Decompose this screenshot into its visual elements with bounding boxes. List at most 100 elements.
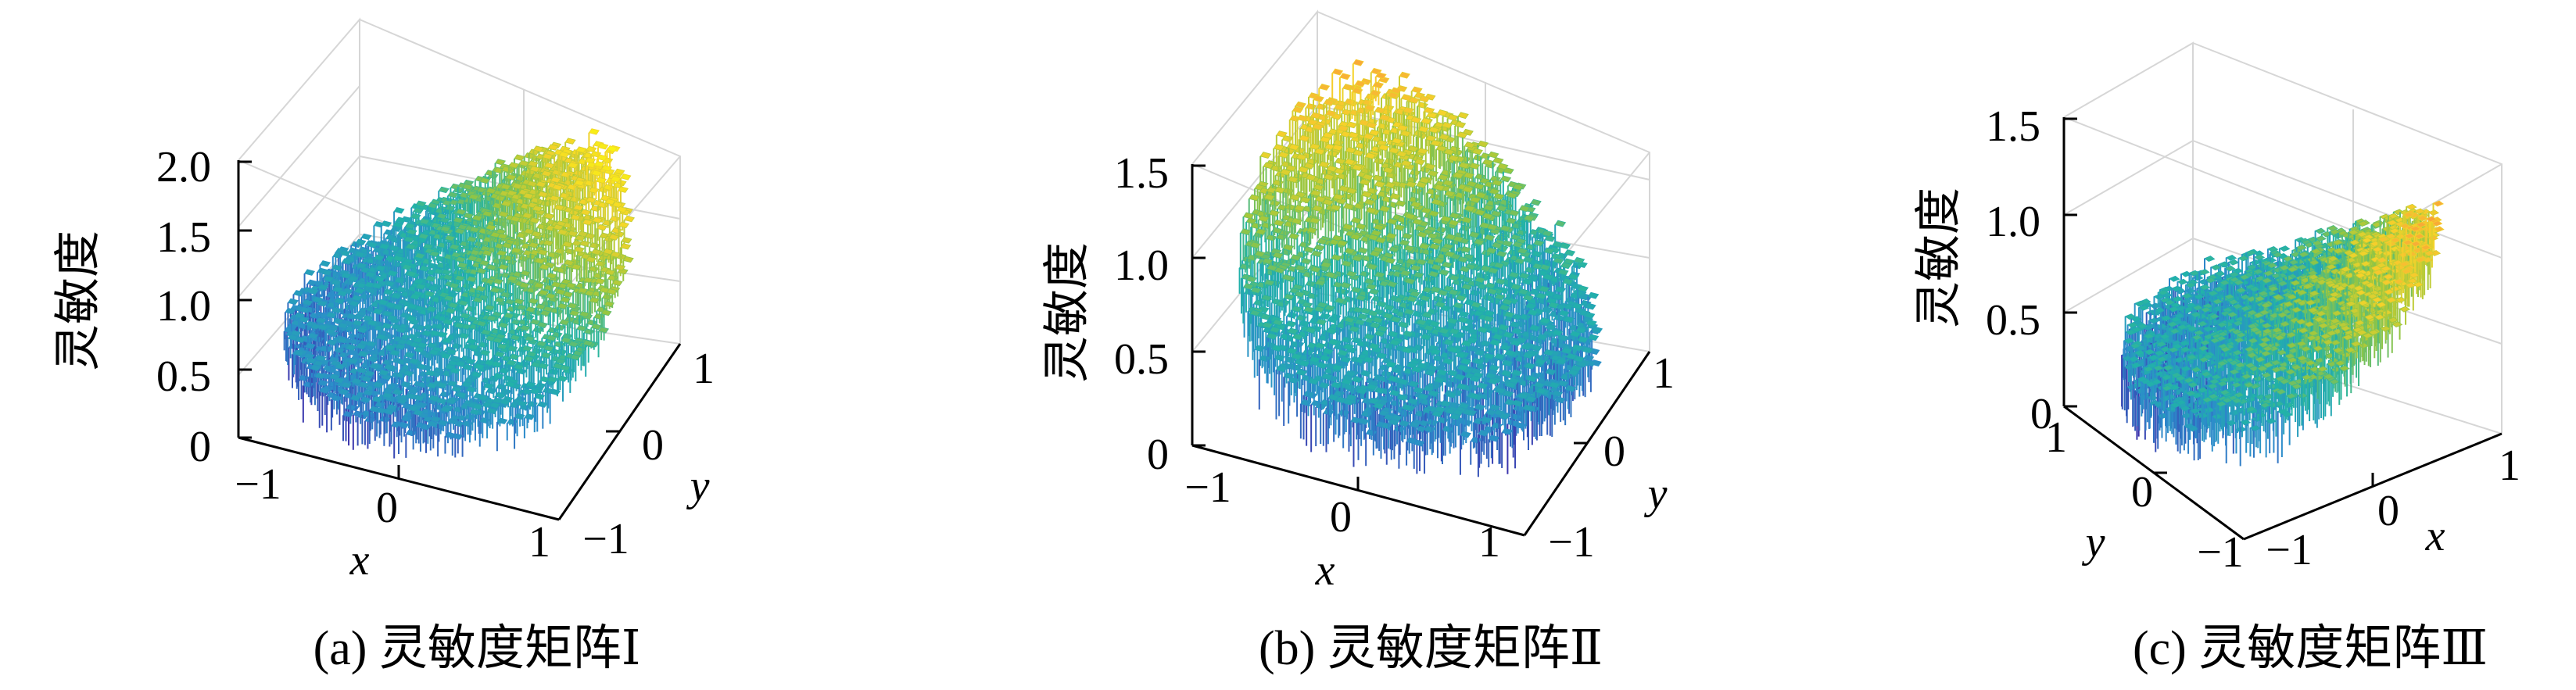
surface-cell: [355, 342, 367, 350]
surface-cell: [406, 315, 417, 323]
surface-cell: [381, 220, 392, 227]
surface-cell: [447, 302, 459, 309]
surface-cell: [492, 277, 504, 285]
surface-cell: [405, 243, 417, 250]
surface-cell: [573, 246, 585, 253]
surface-cell: [539, 263, 550, 270]
surface-cell: [588, 128, 600, 135]
surface-cell: [403, 236, 415, 243]
surface-cell: [1318, 84, 1331, 91]
surface-cell: [519, 270, 532, 277]
surface-cell: [355, 238, 367, 246]
surface-cell: [392, 221, 404, 228]
surface-cell: [617, 186, 629, 193]
panel-a-z-label: 灵敏度: [51, 231, 106, 371]
surface-cell: [500, 200, 512, 207]
surface-cell: [393, 207, 405, 214]
surface-cell: [336, 337, 348, 344]
surface-cell: [390, 292, 402, 299]
panel-a-z-tick-3: 1.5: [156, 213, 211, 262]
surface-cell: [454, 274, 466, 282]
surface-cell: [305, 357, 317, 364]
panel-a-caption: (a) 灵敏度矩阵Ⅰ: [313, 622, 641, 675]
surface-cell: [1372, 81, 1385, 89]
surface-cell: [410, 213, 421, 220]
surface-cell: [442, 318, 453, 326]
surface-cell: [315, 316, 327, 324]
surface-cell: [438, 186, 450, 194]
surface-cell: [378, 243, 390, 250]
surface-cell: [285, 307, 296, 315]
surface-cell: [538, 289, 550, 296]
surface-cell: [374, 264, 386, 272]
surface-cell: [570, 214, 582, 221]
surface-cell: [392, 303, 403, 311]
surface-cell: [384, 280, 396, 288]
surface-cell: [365, 340, 377, 348]
surface-cell: [552, 223, 564, 231]
surface-cell: [564, 138, 576, 145]
surface-cell: [395, 343, 407, 350]
surface-cell: [1352, 59, 1364, 66]
panel-a-y-tick-0: −1: [582, 515, 629, 563]
surface-cell: [501, 241, 513, 249]
surface-cell: [293, 349, 305, 356]
panel-a-z-tick-1: 0.5: [156, 352, 211, 401]
surface-cell: [1313, 244, 1325, 252]
panel-a-z-tick-4: 2.0: [156, 143, 211, 191]
surface-cell: [323, 275, 335, 283]
surface-cell: [573, 179, 586, 187]
surface-cell: [601, 220, 614, 227]
surface-cell: [356, 327, 368, 334]
surface-cell: [449, 243, 460, 251]
surface-cell: [351, 295, 363, 302]
surface-cell: [596, 223, 608, 231]
surface-cell: [498, 210, 510, 218]
panel-b-surface: [1238, 59, 1603, 477]
panel-a-x-tick-1: 0: [376, 484, 398, 532]
surface-cell: [336, 290, 348, 297]
surface-cell: [472, 296, 484, 303]
surface-cell: [414, 283, 427, 290]
surface-cell: [337, 322, 349, 329]
surface-cell: [331, 306, 342, 314]
surface-cell: [1457, 112, 1469, 120]
panel-b: 0 0.5 1.0 1.5 −1 0 1 −1 0 1 x y 灵敏度 (b) …: [1040, 9, 1675, 675]
surface-cell: [518, 159, 530, 167]
surface-cell: [385, 344, 396, 351]
surface-cell: [321, 269, 333, 277]
surface-cell: [360, 233, 372, 241]
surface-cell: [425, 275, 436, 282]
surface-cell: [593, 160, 605, 168]
surface-cell: [407, 303, 418, 310]
surface-cell: [330, 279, 342, 286]
surface-cell: [302, 299, 313, 306]
surface-cell: [484, 304, 496, 311]
surface-cell: [406, 270, 417, 277]
surface-cell: [610, 176, 622, 183]
surface-cell: [442, 295, 455, 302]
surface-cell: [591, 170, 603, 177]
surface-cell: [549, 195, 561, 202]
surface-cell: [303, 269, 316, 276]
surface-cell: [1259, 152, 1272, 159]
surface-cell: [543, 239, 554, 247]
surface-cell: [537, 248, 549, 256]
surface-cell: [459, 312, 471, 320]
surface-cell: [561, 241, 573, 248]
surface-cell: [496, 233, 509, 240]
surface-cell: [425, 306, 437, 313]
surface-cell: [531, 231, 543, 238]
panel-a-surface: [283, 128, 636, 459]
surface-cell: [444, 234, 456, 241]
surface-cell: [494, 159, 507, 166]
panel-a-x-tick-0: −1: [235, 460, 281, 509]
surface-cell: [546, 272, 557, 280]
surface-cell: [597, 154, 608, 161]
surface-cell: [607, 234, 620, 241]
surface-cell: [287, 334, 299, 341]
surface-cell: [317, 284, 329, 291]
surface-cell: [317, 324, 329, 331]
surface-cell: [409, 293, 421, 300]
